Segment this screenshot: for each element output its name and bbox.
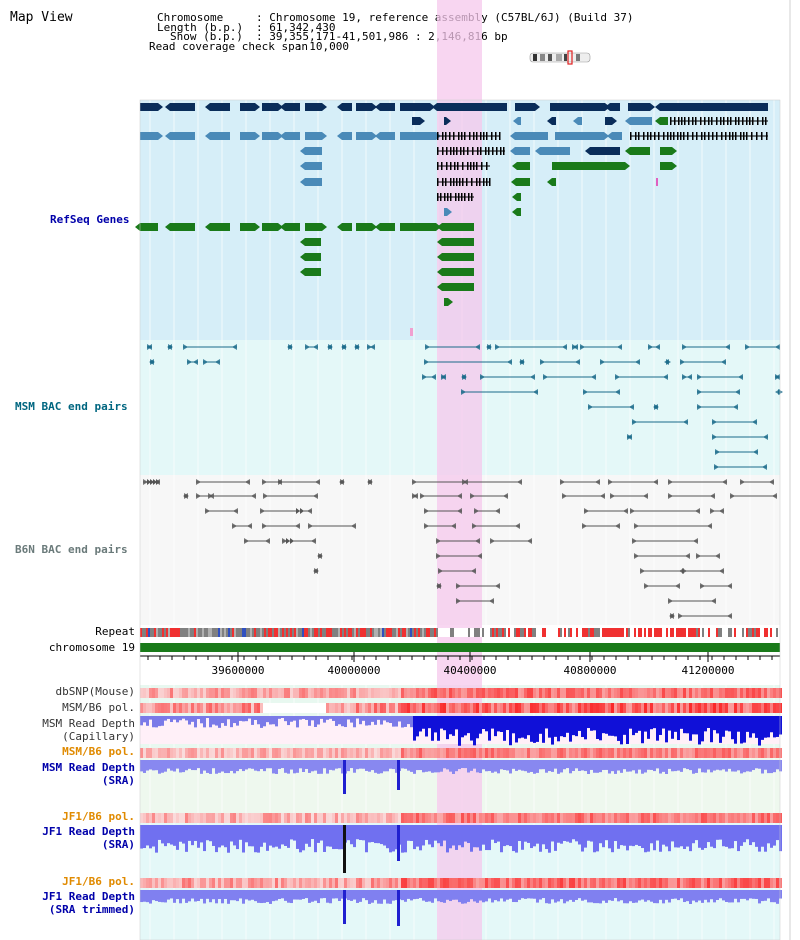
chromosome-ideogram	[529, 50, 591, 65]
position-ruler	[140, 652, 780, 662]
refseq-gene-steel	[555, 132, 604, 140]
polymorphism-heatmaps	[140, 688, 782, 888]
chromosome-bar	[140, 643, 780, 652]
chromosome-label: chromosome 19	[48, 641, 135, 654]
refseq-gene-green	[285, 223, 300, 231]
refseq-gene-green	[240, 223, 255, 231]
refseq-gene-steel	[240, 132, 255, 140]
jf1-read-sra-label: JF1 Read Depth	[42, 825, 135, 838]
coverage-key: Read coverage check span	[149, 40, 308, 53]
coverage-value: : 10,000	[296, 40, 349, 53]
dbsnp-label: dbSNP(Mouse)	[55, 685, 135, 698]
length-key: Length (b.p.)	[157, 21, 244, 34]
refseq-gene-green	[380, 223, 395, 231]
ruler-tick-label: 40800000	[564, 664, 617, 677]
refseq-gene-steel	[262, 132, 278, 140]
refseq-gene-navy	[140, 103, 158, 111]
msm-bac-label: MSM BAC end pairs	[15, 400, 128, 413]
refseq-gene-navy	[210, 103, 230, 111]
refseq-gene-navy	[610, 103, 620, 111]
ruler-tick-label: 39600000	[212, 664, 265, 677]
refseq-gene-steel	[400, 132, 436, 140]
jf1-b6-pol-label: JF1/B6 pol.	[62, 810, 135, 823]
repeat-label: Repeat	[95, 625, 135, 638]
refseq-gene-steel	[380, 132, 395, 140]
jf1-b6-pol2-label: JF1/B6 pol.	[62, 875, 135, 888]
msm-read-cap-label: MSM Read Depth	[42, 717, 135, 730]
refseq-gene-green	[262, 223, 278, 231]
tracks-frame	[139, 99, 781, 940]
read-depth-plots	[140, 716, 782, 926]
refseq-gene-navy	[628, 103, 650, 111]
msm-read-cap-sub-label: (Capillary)	[62, 730, 135, 743]
refseq-gene-steel	[170, 132, 195, 140]
length-value: : 61,342,430	[256, 21, 336, 34]
ruler-tick-label: 40000000	[328, 664, 381, 677]
show-key: Show (b.p.)	[170, 30, 243, 43]
refseq-gene-green	[400, 223, 436, 231]
jf1-read-sra-sub-label: (SRA)	[101, 838, 135, 851]
msm-read-sra-sub-label: (SRA)	[101, 774, 135, 787]
msm-read-sra-label: MSM Read Depth	[42, 761, 135, 774]
ruler-tick-label: 40400000	[444, 664, 497, 677]
ruler-tick-label: 41200000	[682, 664, 735, 677]
refseq-gene-steel	[612, 132, 622, 140]
refseq-gene-navy	[342, 103, 352, 111]
refseq-gene-navy	[515, 103, 535, 111]
refseq-gene-navy	[356, 103, 372, 111]
refseq-gene-navy	[400, 103, 430, 111]
b6n-bac-label: B6N BAC end pairs	[15, 543, 128, 556]
refseq-gene-green	[140, 223, 158, 231]
refseq-label: RefSeq Genes	[50, 213, 130, 226]
refseq-gene-steel	[140, 132, 158, 140]
refseq-gene-green	[210, 223, 230, 231]
refseq-genes[interactable]	[135, 103, 768, 336]
jf1-read-trim-sub-label: (SRA trimmed)	[48, 903, 135, 916]
refseq-gene-navy	[660, 103, 768, 111]
refseq-gene-steel	[515, 132, 548, 140]
refseq-gene-navy	[437, 103, 507, 111]
selected-region-highlight[interactable]	[437, 0, 482, 940]
refseq-gene-navy	[380, 103, 395, 111]
refseq-gene-green	[342, 223, 352, 231]
refseq-gene-navy	[305, 103, 322, 111]
refseq-gene-green	[356, 223, 372, 231]
refseq-gene-navy	[550, 103, 605, 111]
refseq-gene-navy	[240, 103, 255, 111]
refseq-gene-steel	[210, 132, 230, 140]
msm-b6-pol-label: MSM/B6 pol.	[62, 701, 135, 714]
jf1-read-trim-label: JF1 Read Depth	[42, 890, 135, 903]
refseq-gene-steel	[285, 132, 300, 140]
refseq-gene-steel	[356, 132, 372, 140]
msm-b6-pol2-label: MSM/B6 pol.	[62, 745, 135, 758]
refseq-gene-navy	[262, 103, 278, 111]
view-title: Map View	[10, 10, 73, 25]
refseq-gene-green	[305, 223, 322, 231]
chromosome-key: Chromosome	[157, 11, 224, 24]
refseq-gene-green	[170, 223, 195, 231]
refseq-gene-steel	[305, 132, 322, 140]
refseq-gene-steel	[342, 132, 352, 140]
msm-bac-pairs[interactable]	[147, 344, 783, 470]
refseq-gene-navy	[285, 103, 300, 111]
refseq-gene-navy	[170, 103, 195, 111]
b6n-bac-pairs[interactable]	[143, 479, 777, 619]
repeat-track	[140, 628, 780, 637]
refseq-gene-green	[442, 223, 474, 231]
refseq-gene	[412, 117, 420, 125]
